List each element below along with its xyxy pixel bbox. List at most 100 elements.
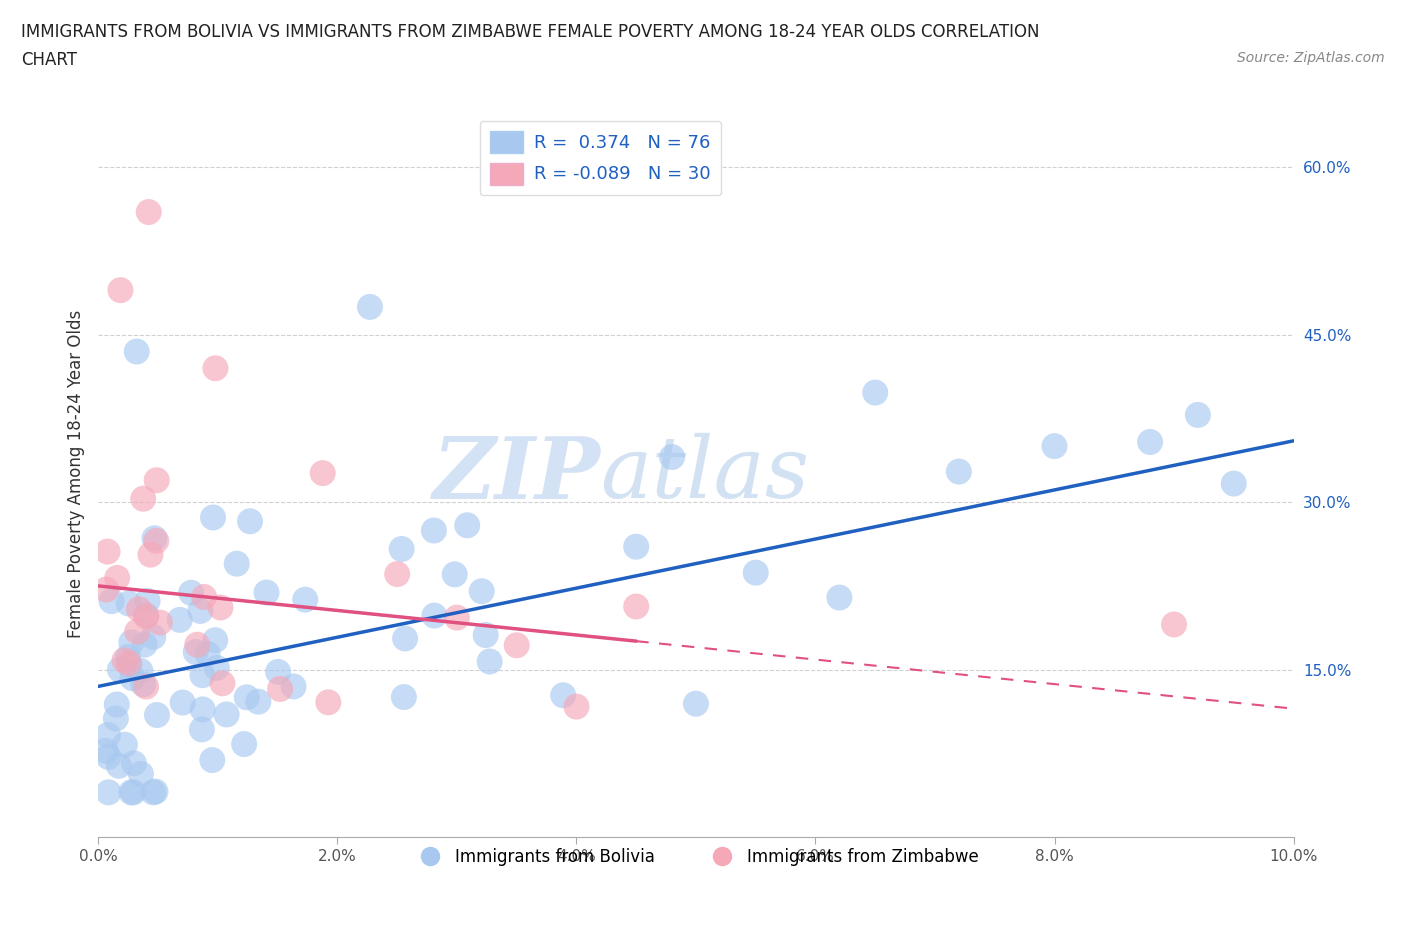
Point	[145, 534, 167, 549]
Point	[215, 707, 238, 722]
Point	[204, 361, 226, 376]
Point	[225, 556, 247, 571]
Point	[1139, 434, 1161, 449]
Point	[108, 758, 131, 773]
Point	[474, 628, 496, 643]
Point	[205, 660, 228, 675]
Point	[121, 671, 143, 685]
Point	[172, 695, 194, 710]
Point	[283, 679, 305, 694]
Text: ZIP: ZIP	[433, 432, 600, 516]
Legend: Immigrants from Bolivia, Immigrants from Zimbabwe: Immigrants from Bolivia, Immigrants from…	[406, 841, 986, 872]
Point	[626, 599, 648, 614]
Point	[745, 565, 768, 580]
Point	[122, 756, 145, 771]
Point	[190, 604, 212, 618]
Text: atlas: atlas	[600, 433, 810, 515]
Point	[129, 766, 152, 781]
Point	[247, 695, 270, 710]
Point	[139, 547, 162, 562]
Point	[142, 785, 165, 800]
Point	[443, 567, 465, 582]
Point	[211, 676, 233, 691]
Point	[191, 702, 214, 717]
Point	[201, 752, 224, 767]
Point	[120, 785, 142, 800]
Point	[197, 646, 219, 661]
Point	[1223, 476, 1246, 491]
Point	[626, 539, 648, 554]
Point	[129, 663, 152, 678]
Point	[193, 590, 215, 604]
Point	[114, 653, 136, 668]
Point	[184, 644, 207, 659]
Point	[202, 510, 225, 525]
Point	[267, 664, 290, 679]
Point	[565, 699, 588, 714]
Point	[114, 737, 136, 752]
Point	[191, 722, 214, 737]
Point	[191, 668, 214, 683]
Point	[478, 654, 501, 669]
Point	[128, 602, 150, 617]
Point	[105, 570, 128, 585]
Point	[1187, 407, 1209, 422]
Point	[865, 385, 887, 400]
Point	[169, 613, 191, 628]
Point	[269, 682, 291, 697]
Point	[117, 649, 139, 664]
Point	[138, 205, 160, 219]
Point	[118, 656, 141, 671]
Point	[209, 600, 232, 615]
Point	[1043, 439, 1066, 454]
Point	[506, 638, 529, 653]
Point	[96, 544, 118, 559]
Point	[105, 698, 128, 712]
Point	[143, 531, 166, 546]
Point	[186, 637, 208, 652]
Point	[132, 677, 155, 692]
Point	[108, 662, 131, 677]
Point	[118, 658, 141, 672]
Point	[359, 299, 381, 314]
Point	[145, 784, 167, 799]
Point	[312, 466, 335, 481]
Point	[149, 615, 172, 630]
Point	[146, 708, 169, 723]
Point	[423, 608, 446, 623]
Point	[120, 635, 142, 650]
Point	[661, 449, 683, 464]
Point	[136, 593, 159, 608]
Y-axis label: Female Poverty Among 18-24 Year Olds: Female Poverty Among 18-24 Year Olds	[66, 311, 84, 638]
Point	[446, 610, 468, 625]
Point	[97, 727, 120, 742]
Point	[142, 630, 165, 644]
Point	[471, 584, 494, 599]
Point	[1163, 617, 1185, 631]
Point	[423, 523, 446, 538]
Point	[385, 566, 409, 581]
Point	[100, 593, 122, 608]
Point	[125, 344, 148, 359]
Point	[135, 608, 157, 623]
Point	[204, 632, 226, 647]
Point	[127, 624, 149, 639]
Point	[97, 785, 120, 800]
Point	[122, 785, 145, 800]
Point	[391, 541, 413, 556]
Point	[180, 585, 202, 600]
Point	[392, 690, 415, 705]
Point	[239, 513, 262, 528]
Point	[685, 697, 707, 711]
Point	[145, 472, 167, 487]
Point	[294, 592, 316, 607]
Point	[118, 596, 141, 611]
Point	[828, 591, 851, 605]
Point	[135, 609, 157, 624]
Text: Source: ZipAtlas.com: Source: ZipAtlas.com	[1237, 51, 1385, 65]
Point	[256, 585, 278, 600]
Point	[104, 711, 127, 726]
Point	[94, 743, 117, 758]
Point	[948, 464, 970, 479]
Point	[110, 283, 132, 298]
